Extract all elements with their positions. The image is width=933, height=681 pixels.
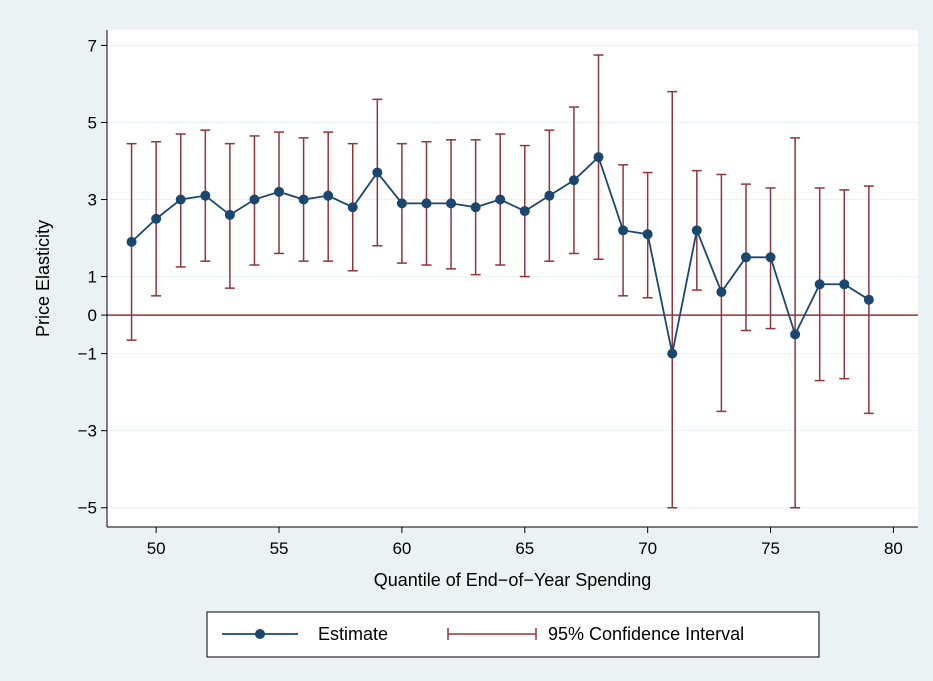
legend-estimate-point [255,629,265,639]
x-tick-label: 80 [884,539,903,558]
legend: Estimate 95% Confidence Interval [206,611,820,658]
estimate-point [446,198,457,209]
legend-estimate-label: Estimate [318,624,388,644]
estimate-point [249,194,260,205]
y-axis-title: Price Elasticity [33,220,53,337]
x-tick-label: 50 [147,539,166,558]
estimate-point [814,279,825,290]
x-tick-label: 70 [638,539,657,558]
legend-ci-label: 95% Confidence Interval [548,624,744,644]
estimate-point [740,252,751,263]
estimate-point [495,194,506,205]
estimate-point [839,279,850,290]
estimate-point [372,167,383,178]
estimate-point [863,294,874,305]
x-tick-label: 75 [761,539,780,558]
estimate-point [618,225,629,236]
y-tick-label: 5 [88,113,97,132]
estimate-point [151,213,162,224]
estimate-point [568,175,579,186]
y-tick-label: −1 [78,345,97,364]
estimate-point [323,190,334,201]
estimate-point [667,348,678,359]
y-tick-label: 3 [88,191,97,210]
x-tick-label: 65 [515,539,534,558]
y-tick-label: −3 [78,422,97,441]
estimate-point [274,186,285,197]
x-tick-label: 55 [270,539,289,558]
estimate-point [470,202,481,213]
estimate-point [421,198,432,209]
estimate-point [691,225,702,236]
estimate-point [298,194,309,205]
estimate-point [519,206,530,217]
legend-estimate-symbol [222,629,298,639]
grid-lines [107,44,918,509]
x-axis-title: Quantile of End−of−Year Spending [374,570,652,590]
estimate-point [790,329,801,340]
legend-ci-symbol [447,628,537,640]
estimate-point [642,229,653,240]
estimate-points [126,152,874,359]
estimate-point [396,198,407,209]
estimate-point [200,190,211,201]
estimate-point [347,202,358,213]
estimate-point [716,286,727,297]
estimate-point [224,209,235,220]
plot-area [107,30,918,527]
x-tick-label: 60 [392,539,411,558]
y-tick-label: −5 [78,499,97,518]
y-tick-label: 7 [88,36,97,55]
estimate-point [765,252,776,263]
estimate-point [126,236,137,247]
y-tick-label: 1 [88,268,97,287]
estimate-point [175,194,186,205]
y-tick-label: 0 [88,306,97,325]
estimate-point [544,190,555,201]
estimate-point [593,152,604,163]
